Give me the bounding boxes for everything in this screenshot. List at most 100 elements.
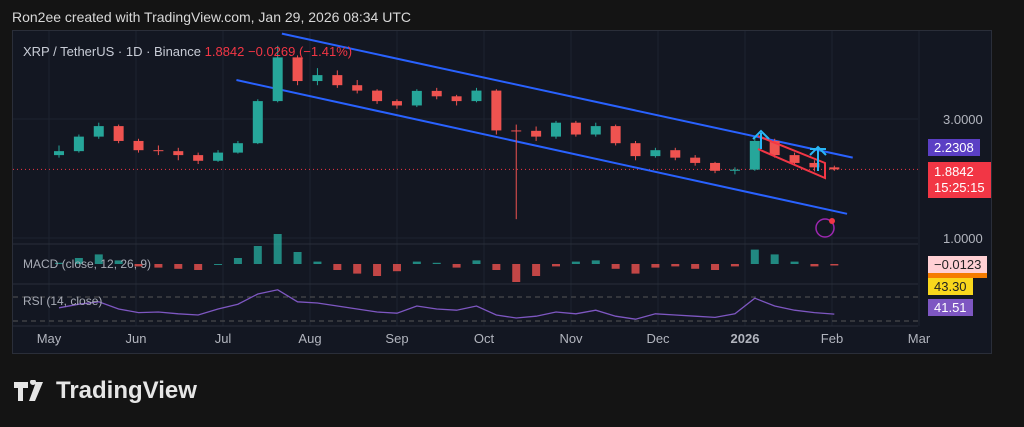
macd-histogram-bar <box>273 234 282 264</box>
y-tick-label: 3.0000 <box>943 112 983 127</box>
rsi-label[interactable]: RSI (14, close) <box>23 294 103 308</box>
macd-histogram-bar <box>55 262 63 264</box>
candle-body <box>710 162 721 171</box>
candle-body <box>729 169 740 171</box>
x-tick-label: 2026 <box>731 331 760 346</box>
candle-body <box>670 150 681 158</box>
macd-histogram-bar <box>392 264 401 272</box>
macd-histogram-bar <box>631 264 640 274</box>
candle-body <box>352 85 363 91</box>
countdown: 15:25:15 <box>934 180 985 195</box>
x-tick-label: Dec <box>646 331 670 346</box>
macd-tag: −0.0123 <box>928 256 988 278</box>
candle-body <box>391 101 402 106</box>
x-tick-label: May <box>37 331 62 346</box>
lower-channel-line <box>236 79 848 215</box>
macd-histogram-bar <box>611 264 620 269</box>
macd-histogram-bar <box>830 264 839 266</box>
candle-body <box>809 162 820 168</box>
x-tick-label: Jun <box>126 331 147 346</box>
x-tick-label: Mar <box>908 331 931 346</box>
candle-body <box>431 90 442 97</box>
macd-histogram-bar <box>333 264 342 270</box>
candle-body <box>292 57 303 82</box>
macd-histogram-bar <box>532 264 541 276</box>
rsi-ma-tag: 43.30 <box>928 278 973 295</box>
macd-histogram-bar <box>412 261 421 264</box>
macd-histogram-bar <box>114 260 123 264</box>
macd-histogram-bar <box>691 264 700 269</box>
symbol-title: XRP / TetherUS · 1D · Binance <box>23 44 201 59</box>
candle-body <box>113 126 124 141</box>
macd-histogram-bar <box>790 261 799 264</box>
rsi-line <box>58 289 835 320</box>
x-tick-label: Aug <box>298 331 321 346</box>
macd-histogram-bar <box>591 260 600 264</box>
candle-body <box>213 152 224 161</box>
macd-histogram-bar <box>552 264 560 267</box>
x-tick-label: Jul <box>215 331 232 346</box>
macd-histogram-bar <box>94 254 103 264</box>
alert-icon <box>815 218 835 238</box>
candle-body <box>153 150 164 152</box>
macd-histogram-bar <box>472 260 481 264</box>
candle-body <box>232 143 243 153</box>
candle-body <box>749 140 760 170</box>
symbol-legend: XRP / TetherUS · 1D · Binance 1.8842 −0.… <box>23 44 352 59</box>
x-tick-label: Oct <box>474 331 495 346</box>
macd-histogram-bar <box>730 264 739 267</box>
candle-body <box>272 57 283 102</box>
tradingview-logo[interactable]: TradingView <box>14 377 197 405</box>
candle-body <box>570 122 581 135</box>
candle-body <box>54 151 64 156</box>
candle-body <box>332 75 343 86</box>
falling-wedge <box>757 135 826 180</box>
candle-body <box>610 126 621 144</box>
candle-body <box>491 90 502 131</box>
macd-histogram-bar <box>711 264 720 270</box>
target-arrow-icon <box>809 145 827 171</box>
candle-body <box>690 157 701 163</box>
brand-name: TradingView <box>56 377 197 404</box>
candle-body <box>173 151 184 156</box>
candle-body <box>73 136 84 152</box>
macd-histogram-bar <box>154 264 163 268</box>
last-price: 1.8842 <box>934 164 974 179</box>
x-tick-label: Sep <box>385 331 408 346</box>
candle-body <box>630 143 641 157</box>
upper-channel-line <box>281 32 853 159</box>
legend-price: 1.8842 <box>204 44 245 59</box>
alert-dot <box>829 218 835 224</box>
macd-histogram-bar <box>313 261 322 264</box>
macd-histogram-bar <box>353 264 362 274</box>
candle-body <box>511 130 522 132</box>
macd-histogram-bar <box>452 264 461 268</box>
macd-histogram-bar <box>512 264 521 282</box>
macd-histogram-bar <box>770 254 779 264</box>
macd-label[interactable]: MACD (close, 12, 26, 9) <box>23 257 152 271</box>
price-chart[interactable]: May Jun Jul Aug Sep Oct Nov Dec 2026 Feb Mar 3.0000… <box>13 31 991 353</box>
macd-histogram-bar <box>253 246 262 264</box>
macd-histogram-bar <box>671 264 680 267</box>
macd-histogram-bar <box>373 264 382 276</box>
macd-histogram-bar <box>174 264 183 269</box>
candle-body <box>372 90 383 102</box>
macd-histogram-bar <box>134 264 143 267</box>
macd-histogram-bar <box>651 264 660 268</box>
candle-body <box>451 96 462 102</box>
candle-body <box>769 140 780 156</box>
breakout-arrow-icon <box>752 129 770 149</box>
macd-histogram-bar <box>233 258 242 264</box>
candle-body <box>650 150 661 157</box>
macd-histogram-bar <box>194 264 203 270</box>
rsi-tag: 41.51 <box>928 299 973 316</box>
candle-body <box>193 155 204 161</box>
candle-body <box>312 75 323 82</box>
candle-body <box>789 155 800 163</box>
chart-panel[interactable]: May Jun Jul Aug Sep Oct Nov Dec 2026 Feb Mar 3.0000… <box>12 30 992 354</box>
candle-body <box>133 140 144 151</box>
macd-histogram-bar <box>74 258 83 264</box>
tradingview-logo-icon <box>14 380 43 401</box>
x-tick-label: Nov <box>559 331 583 346</box>
candle-body <box>252 101 263 144</box>
